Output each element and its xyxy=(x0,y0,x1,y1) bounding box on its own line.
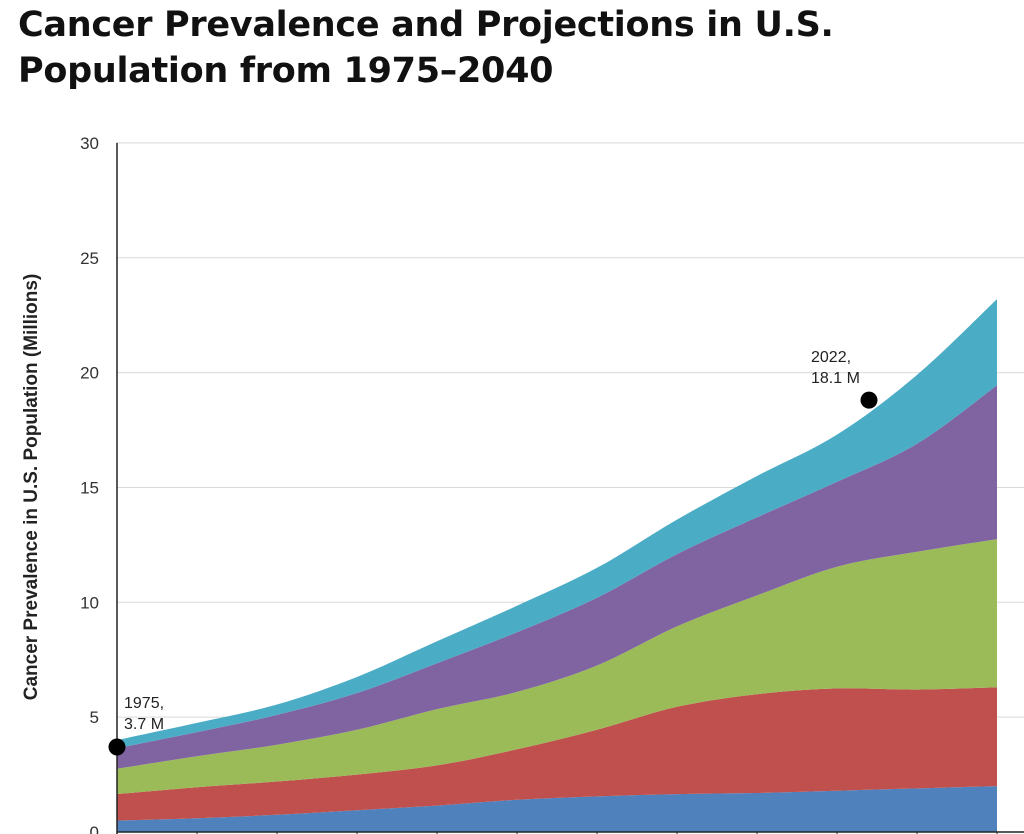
y-tick-labels: 0 5 10 15 20 25 30 xyxy=(80,134,99,834)
area-series-4 xyxy=(117,385,997,769)
y-tick-label: 0 xyxy=(90,823,99,834)
y-tick-label: 25 xyxy=(80,249,99,268)
y-tick-label: 30 xyxy=(80,134,99,153)
area-series-3 xyxy=(117,539,997,795)
y-tick-label: 5 xyxy=(90,708,99,727)
area-series-1 xyxy=(117,786,997,832)
chart-title: Cancer Prevalence and Projections in U.S… xyxy=(18,5,834,91)
annotation-point xyxy=(108,738,126,756)
y-tick-label: 20 xyxy=(80,364,99,383)
annotation-point xyxy=(860,391,878,409)
annotation-value: 3.7 M xyxy=(124,716,164,733)
annotation-value: 18.1 M xyxy=(811,370,860,387)
y-tick-label: 15 xyxy=(80,478,99,497)
annotation-label: 1975, xyxy=(124,695,164,712)
y-axis-label: Cancer Prevalence in U.S. Population (Mi… xyxy=(21,274,42,701)
axes xyxy=(116,142,1024,834)
annotation-label: 2022, xyxy=(811,349,851,366)
y-tick-label: 10 xyxy=(80,593,99,612)
area-series xyxy=(117,299,997,832)
area-series-2 xyxy=(117,687,997,821)
annotations: 1975, 3.7 M 2022, 18.1 M xyxy=(108,349,878,756)
